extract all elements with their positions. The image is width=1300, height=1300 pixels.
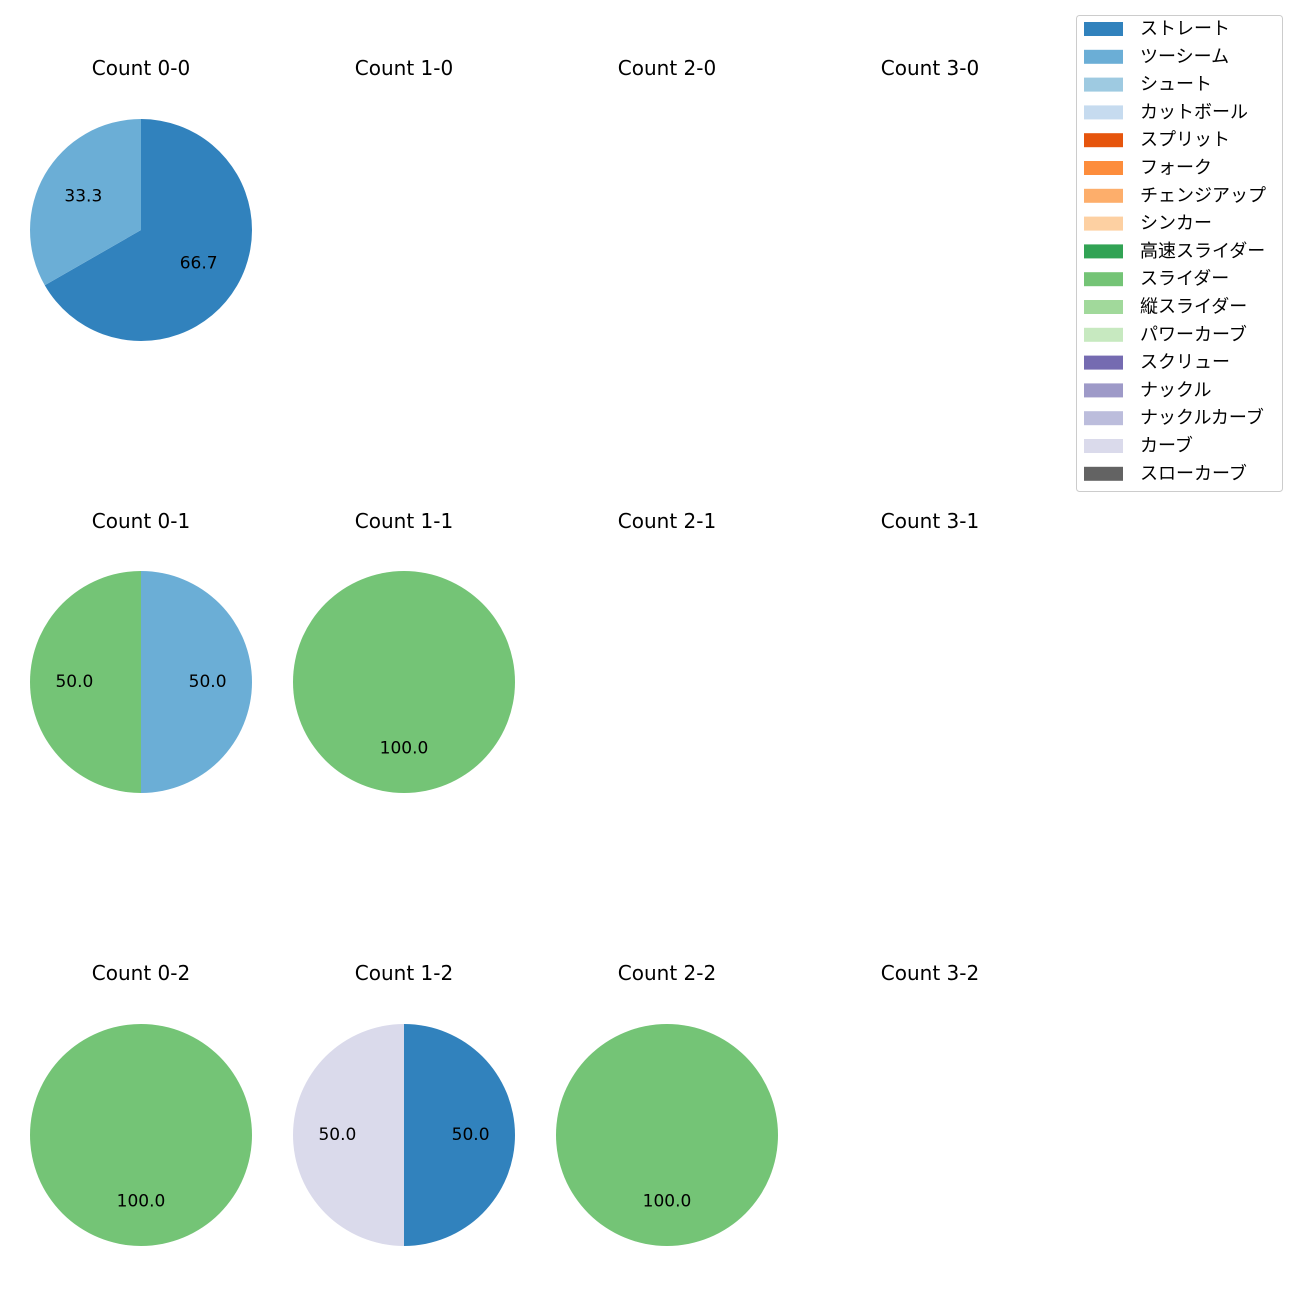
legend-label: カットボール <box>1140 102 1248 123</box>
legend-item: シンカー <box>1084 213 1212 234</box>
legend-label: ツーシーム <box>1140 46 1229 67</box>
panel-title: Count 0-0 <box>92 56 190 80</box>
legend-frame <box>1076 15 1283 492</box>
legend-swatch <box>1084 466 1123 481</box>
pie-panel: Count 1-2 50.0 50.0 <box>293 961 515 1246</box>
pie-slice <box>141 571 252 793</box>
legend-item: フォーク <box>1084 158 1212 179</box>
pie-slice <box>404 1024 515 1246</box>
legend-label: ナックルカーブ <box>1140 407 1264 429</box>
panel-title: Count 0-2 <box>92 961 190 985</box>
panel-title: Count 0-1 <box>92 509 190 533</box>
panel-title: Count 3-1 <box>881 509 979 533</box>
pie-panel: Count 3-0 <box>881 56 979 80</box>
legend-item: パワーカーブ <box>1084 323 1247 345</box>
legend-label: パワーカーブ <box>1140 323 1247 345</box>
legend-label: チェンジアップ <box>1140 185 1266 206</box>
panel-title: Count 1-1 <box>355 509 453 533</box>
pie-slice <box>44 119 253 341</box>
legend: ストレートツーシームシュートカットボールスプリットフォークチェンジアップシンカー… <box>1076 15 1283 492</box>
legend-item: スローカーブ <box>1084 462 1247 484</box>
panel-title: Count 2-0 <box>618 56 716 80</box>
slice-label: 50.0 <box>189 672 227 692</box>
legend-label: スライダー <box>1140 269 1229 290</box>
panel-title: Count 3-2 <box>881 961 979 985</box>
slice-label: 50.0 <box>55 672 93 692</box>
legend-item: ナックル <box>1084 380 1211 401</box>
legend-swatch <box>1084 188 1123 203</box>
legend-swatch <box>1084 411 1123 426</box>
legend-label: 高速スライダー <box>1140 241 1265 262</box>
legend-swatch <box>1084 49 1123 64</box>
legend-swatch <box>1084 439 1123 453</box>
legend-swatch <box>1084 105 1123 120</box>
pie-slice <box>556 1024 778 1246</box>
panel-title: Count 2-1 <box>618 509 716 533</box>
legend-item: ツーシーム <box>1084 46 1229 67</box>
legend-swatch <box>1084 244 1123 259</box>
pie-panel: Count 3-1 <box>881 509 979 533</box>
slice-label: 100.0 <box>117 1192 166 1212</box>
legend-swatch <box>1084 216 1123 231</box>
legend-swatch <box>1084 22 1123 36</box>
legend-item: カーブ <box>1084 435 1193 457</box>
legend-label: スプリット <box>1140 130 1230 151</box>
legend-item: 縦スライダー <box>1084 297 1247 318</box>
legend-swatch <box>1084 272 1123 287</box>
pie-panel: Count 0-1 50.0 50.0 <box>30 509 252 793</box>
legend-item: カットボール <box>1084 102 1248 123</box>
pie-slice <box>29 119 142 286</box>
pie-panel: Count 0-0 66.7 33.3 <box>29 56 253 341</box>
legend-item: ストレート <box>1084 19 1230 40</box>
legend-swatch <box>1084 355 1123 370</box>
slice-label: 50.0 <box>452 1125 490 1145</box>
legend-label: スローカーブ <box>1140 462 1247 484</box>
slice-label: 66.7 <box>180 253 218 273</box>
slice-label: 100.0 <box>643 1192 692 1212</box>
pie-panel: Count 2-0 <box>618 56 716 80</box>
pie-slice <box>30 571 141 793</box>
legend-swatch <box>1084 133 1123 148</box>
legend-label: ストレート <box>1140 19 1230 40</box>
legend-swatch <box>1084 300 1123 314</box>
legend-swatch <box>1084 77 1123 92</box>
legend-item: スプリット <box>1084 130 1230 151</box>
legend-item: ナックルカーブ <box>1084 407 1264 429</box>
legend-label: 縦スライダー <box>1140 297 1247 318</box>
legend-label: シュート <box>1140 74 1212 95</box>
pie-slice <box>293 1024 404 1246</box>
legend-item: シュート <box>1084 74 1212 95</box>
pie-panel: Count 2-2 100.0 <box>556 961 778 1246</box>
legend-label: ナックル <box>1140 380 1211 401</box>
pie-panel: Count 1-0 <box>355 56 453 80</box>
slice-label: 33.3 <box>64 187 102 207</box>
pie-panel: Count 1-1 100.0 <box>293 509 515 793</box>
legend-label: カーブ <box>1140 435 1193 457</box>
panel-title: Count 1-0 <box>355 56 453 80</box>
legend-item: 高速スライダー <box>1084 241 1265 262</box>
legend-swatch <box>1084 161 1123 175</box>
legend-label: シンカー <box>1140 213 1212 234</box>
slice-label: 50.0 <box>318 1125 356 1145</box>
panel-title: Count 3-0 <box>881 56 979 80</box>
legend-item: チェンジアップ <box>1084 185 1266 206</box>
legend-label: フォーク <box>1140 158 1212 179</box>
legend-swatch <box>1084 383 1123 398</box>
pie-panel: Count 3-2 <box>881 961 979 985</box>
pie-panel: Count 0-2 100.0 <box>30 961 252 1246</box>
legend-swatch <box>1084 327 1123 342</box>
pie-panel: Count 2-1 <box>618 509 716 533</box>
legend-item: スクリュー <box>1084 352 1230 373</box>
legend-label: スクリュー <box>1140 352 1230 373</box>
pie-slice <box>293 571 515 793</box>
panel-title: Count 2-2 <box>618 961 716 985</box>
panel-title: Count 1-2 <box>355 961 453 985</box>
pie-slice <box>30 1024 252 1246</box>
slice-label: 100.0 <box>380 739 429 759</box>
legend-item: スライダー <box>1084 269 1229 290</box>
pie-panels: Count 0-0 66.7 33.3 Count 1-0 Count 2-0 Count… <box>29 56 979 1246</box>
